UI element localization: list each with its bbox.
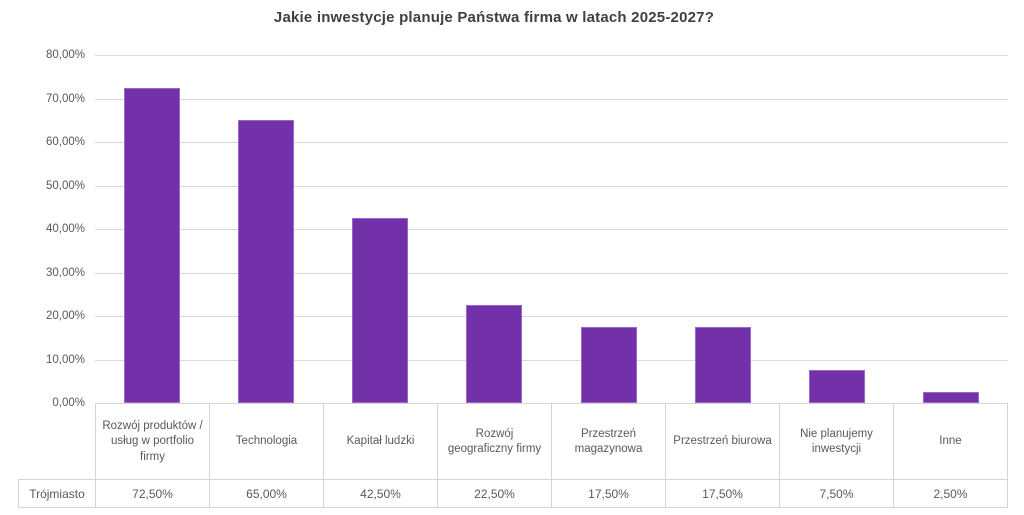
category-label-3: Kapitał ludzki — [324, 403, 438, 480]
y-axis-tick-label: 10,00% — [45, 353, 85, 366]
category-label-8: Inne — [894, 403, 1008, 480]
gridline — [95, 359, 1008, 361]
gridline — [95, 272, 1008, 274]
value-cell-1: 72,50% — [95, 479, 210, 508]
gridline — [95, 98, 1008, 100]
y-axis-tick-label: 80,00% — [45, 49, 85, 61]
value-cell-5: 17,50% — [552, 479, 666, 508]
gridline — [95, 185, 1008, 187]
y-axis-tick-label: 40,00% — [45, 223, 85, 235]
category-label-1: Rozwój produktów / usług w portfolio fir… — [95, 403, 210, 480]
gridline — [95, 229, 1008, 230]
y-axis-tick-label: 30,00% — [45, 266, 85, 279]
bar-6 — [694, 326, 751, 403]
value-cell-7: 7,50% — [780, 479, 894, 508]
gridline — [95, 316, 1008, 317]
value-cell-2: 65,00% — [210, 479, 324, 508]
bar-7 — [808, 370, 865, 403]
bar-1 — [124, 87, 181, 403]
y-axis-tick-label: 20,00% — [45, 310, 85, 322]
value-cell-4: 22,50% — [438, 479, 552, 508]
category-header-row: Rozwój produktów / usług w portfolio fir… — [95, 403, 1008, 480]
category-label-6: Przestrzeń biurowa — [666, 403, 780, 480]
y-axis-tick-label: 70,00% — [45, 92, 85, 105]
bar-3 — [352, 218, 409, 403]
value-cell-6: 17,50% — [666, 479, 780, 508]
bar-8 — [922, 392, 979, 403]
series-name-label: Trójmiasto — [18, 479, 95, 508]
bar-5 — [580, 326, 637, 403]
category-label-5: Przestrzeń magazynowa — [552, 403, 666, 480]
y-axis-tick-label: 60,00% — [45, 136, 85, 148]
value-cell-8: 2,50% — [894, 479, 1008, 508]
gridline — [95, 55, 1008, 56]
chart-title: Jakie inwestycje planuje Państwa firma w… — [273, 9, 715, 26]
y-axis-tick-label: 0,00% — [52, 397, 85, 409]
category-label-2: Technologia — [210, 403, 324, 480]
y-axis-tick-label: 50,00% — [45, 179, 85, 192]
category-label-7: Nie planujemy inwestycji — [780, 403, 894, 480]
data-table-row: Trójmiasto 72,50% 65,00% 42,50% 22,50% 17,50%… — [18, 479, 1008, 508]
category-label-4: Rozwój geograficzny firmy — [438, 403, 552, 480]
bar-2 — [238, 120, 295, 403]
gridline — [95, 142, 1008, 143]
value-cell-3: 42,50% — [324, 479, 438, 508]
bar-4 — [466, 305, 523, 403]
